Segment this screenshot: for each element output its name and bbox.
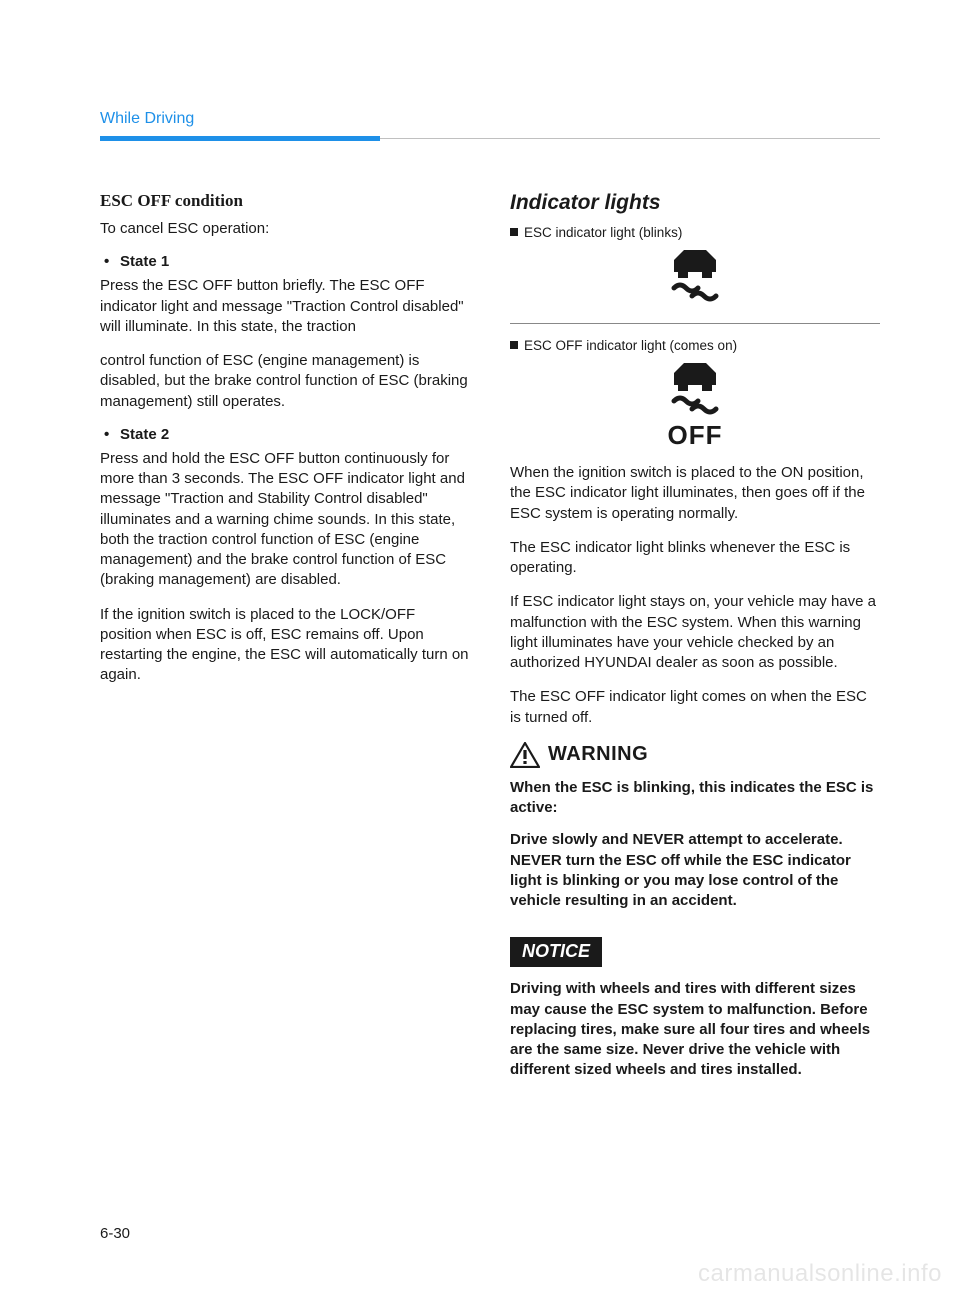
section-header: While Driving — [100, 110, 880, 128]
off-label: OFF — [510, 420, 880, 451]
notice-body: Driving with wheels and tires with diffe… — [510, 979, 880, 1080]
indicator-lights-heading: Indicator lights — [510, 191, 880, 215]
indicator-paragraph-3: If ESC indicator light stays on, your ve… — [510, 592, 880, 673]
indicator-paragraph-4: The ESC OFF indicator light comes on whe… — [510, 687, 880, 728]
warning-heading: WARNING — [510, 742, 880, 768]
warning-intro: When the ESC is blinking, this indicates… — [510, 778, 880, 819]
right-column: Indicator lights ESC indicator light (bl… — [510, 191, 880, 1093]
page-number: 6-30 — [100, 1225, 130, 1242]
esc-off-indicator-icon: OFF — [510, 359, 880, 451]
icon-divider — [510, 323, 880, 324]
header-rule-thin — [380, 138, 880, 139]
esc-off-intro: To cancel ESC operation: — [100, 219, 470, 239]
warning-label: WARNING — [548, 743, 648, 766]
watermark: carmanualsonline.info — [698, 1260, 942, 1288]
indicator-paragraph-1: When the ignition switch is placed to th… — [510, 463, 880, 524]
notice-badge: NOTICE — [510, 937, 602, 967]
state2-paragraph-1: Press and hold the ESC OFF button contin… — [100, 449, 470, 591]
esc-indicator-icon — [510, 246, 880, 311]
state1-label: State 1 — [100, 253, 470, 270]
state1-paragraph-1: Press the ESC OFF button briefly. The ES… — [100, 276, 470, 337]
warning-body: Drive slowly and NEVER attempt to accele… — [510, 830, 880, 911]
esc-indicator-label: ESC indicator light (blinks) — [510, 225, 880, 240]
esc-off-indicator-label: ESC OFF indicator light (comes on) — [510, 338, 880, 353]
header-rule-accent — [100, 136, 380, 141]
state2-paragraph-2: If the ignition switch is placed to the … — [100, 605, 470, 686]
state1-paragraph-2: control function of ESC (engine manageme… — [100, 351, 470, 412]
esc-off-indicator-label-text: ESC OFF indicator light (comes on) — [524, 338, 737, 353]
indicator-paragraph-2: The ESC indicator light blinks whenever … — [510, 538, 880, 579]
esc-off-heading: ESC OFF condition — [100, 191, 470, 211]
state2-label: State 2 — [100, 426, 470, 443]
header-rule — [100, 136, 880, 141]
left-column: ESC OFF condition To cancel ESC operatio… — [100, 191, 470, 1093]
warning-triangle-icon — [510, 742, 540, 768]
esc-indicator-label-text: ESC indicator light (blinks) — [524, 225, 682, 240]
